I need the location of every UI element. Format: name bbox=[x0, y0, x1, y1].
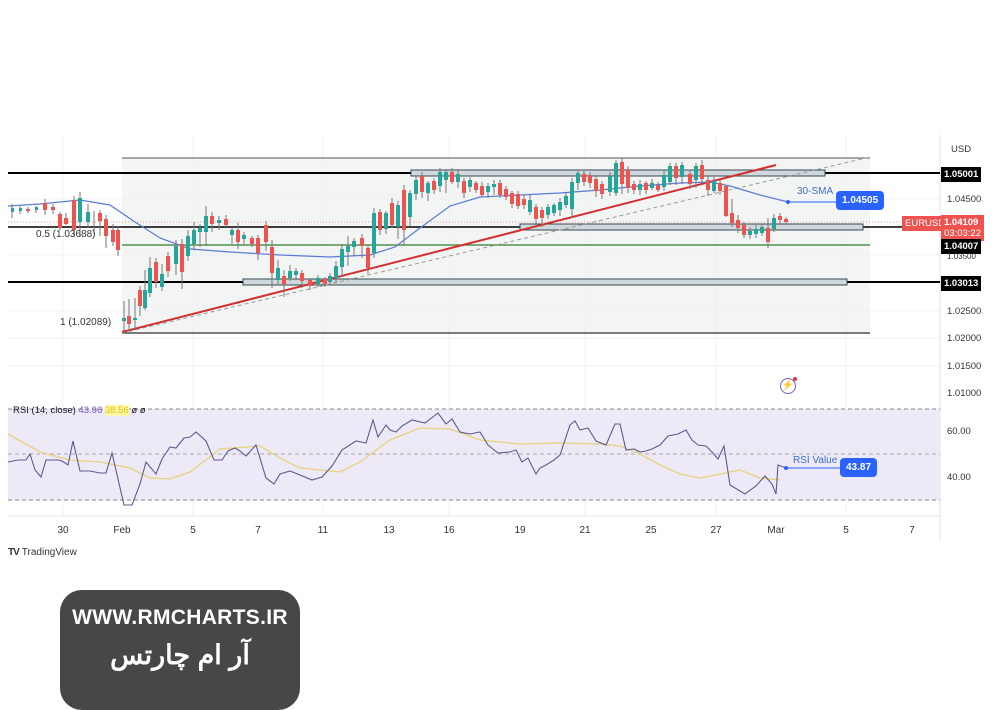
symbol-tag: EURUSD bbox=[902, 216, 949, 231]
x-label: 7 bbox=[255, 525, 261, 536]
x-label: 30 bbox=[57, 525, 69, 536]
fib-1-label: 1 (1.02089) bbox=[60, 317, 112, 328]
rsi-annotation-label: RSI Value bbox=[793, 455, 838, 466]
x-label: 7 bbox=[909, 525, 915, 536]
tradingview-brand: TradingView bbox=[21, 547, 77, 558]
x-label: Feb bbox=[113, 525, 131, 536]
countdown: 03:03:22 bbox=[944, 228, 981, 239]
sma-annotation-label: 30-SMA bbox=[797, 186, 834, 197]
watermark-badge: WWW.RMCHARTS.IR آر ام چارتس bbox=[60, 590, 300, 710]
lightning-alert-icon[interactable]: ⚡ bbox=[780, 377, 797, 394]
x-label: Mar bbox=[767, 525, 785, 536]
level-tag-1: 1.05001 bbox=[941, 167, 982, 182]
rsi-tick: 60.00 bbox=[947, 426, 971, 437]
rsi-label: RSI (14, close) bbox=[13, 405, 76, 416]
x-label: 21 bbox=[579, 525, 591, 536]
price-tick: 1.01500 bbox=[947, 361, 982, 372]
rsi-extra: ø ø bbox=[131, 405, 146, 416]
watermark-persian: آر ام چارتس bbox=[110, 640, 250, 670]
price-tick: 1.04500 bbox=[947, 194, 982, 205]
price-chart[interactable] bbox=[0, 0, 1000, 545]
price-tick: 1.01000 bbox=[947, 388, 982, 399]
watermark-url: WWW.RMCHARTS.IR bbox=[72, 606, 288, 629]
rsi-annotation-box: 43.87 bbox=[840, 458, 878, 477]
sma-annotation-box: 1.04505 bbox=[836, 191, 885, 210]
level-tag-3: 1.03013 bbox=[941, 276, 982, 291]
current-price: 1.04109 bbox=[944, 217, 979, 228]
fib-zone bbox=[122, 158, 870, 334]
x-label: 19 bbox=[514, 525, 526, 536]
x-label: 16 bbox=[443, 525, 455, 536]
rsi-value: 43.96 bbox=[78, 405, 103, 416]
price-tick: 1.02500 bbox=[947, 306, 982, 317]
level-tag-2: 1.04007 bbox=[941, 239, 982, 254]
current-price-tag: 1.04109 03:03:22 bbox=[941, 215, 984, 241]
x-label: 11 bbox=[317, 525, 329, 536]
x-label: 5 bbox=[843, 525, 849, 536]
tradingview-icon: TV bbox=[8, 547, 20, 558]
price-tick: 1.03500 bbox=[947, 252, 976, 261]
rsi-tick: 40.00 bbox=[947, 472, 971, 483]
rsi-ma-value: 38.56 bbox=[104, 405, 129, 416]
tradingview-logo[interactable]: TV TradingView bbox=[8, 547, 77, 558]
x-label: 25 bbox=[645, 525, 657, 536]
candles bbox=[11, 158, 788, 331]
x-label: 13 bbox=[383, 525, 395, 536]
price-tick: 1.02000 bbox=[947, 333, 982, 344]
rsi-legend: RSI (14, close) 43.96 38.56 ø ø bbox=[13, 405, 146, 416]
x-label: 5 bbox=[190, 525, 196, 536]
fib-05-label: 0.5 (1.03688) bbox=[36, 229, 96, 240]
currency-label: USD bbox=[951, 144, 972, 155]
x-label: 27 bbox=[710, 525, 722, 536]
